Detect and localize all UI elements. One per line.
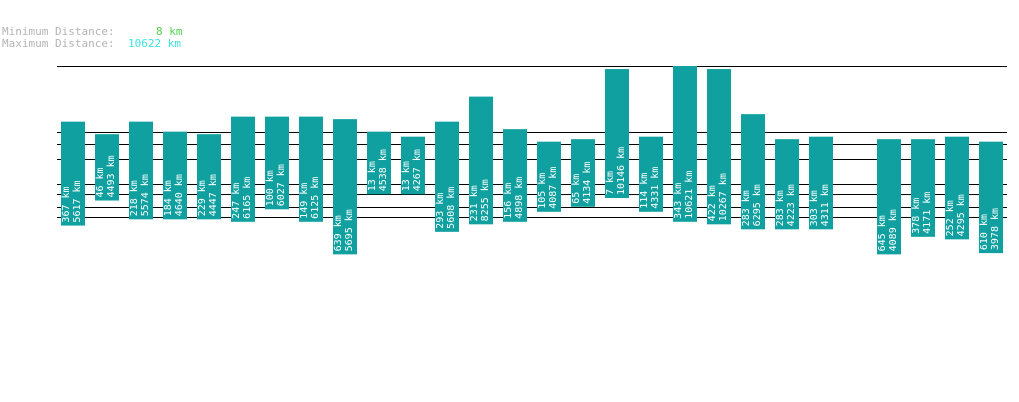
bar (265, 116, 289, 210)
bar-upper-label: 293 km (435, 193, 446, 229)
bar-lower-label: 6165 km (242, 177, 253, 219)
bar-lower-label: 6027 km (276, 164, 287, 206)
bar (775, 139, 799, 230)
bar-lower-label: 4087 km (548, 167, 559, 209)
bar-lower-label: 3978 km (990, 208, 1001, 250)
bar (979, 141, 1003, 254)
bar (333, 119, 357, 255)
bar (809, 136, 833, 230)
bar-upper-label: 114 km (639, 173, 650, 209)
bar-upper-label: 231 km (469, 185, 480, 221)
bar-upper-label: 367 km (61, 186, 72, 222)
bar (197, 134, 221, 220)
bar (61, 121, 85, 226)
bar-upper-label: 13 km (401, 161, 412, 191)
bar-lower-label: 10621 km (684, 171, 695, 219)
bar (163, 131, 187, 220)
bar-upper-label: 149 km (299, 183, 310, 219)
bar-upper-label: 184 km (163, 180, 174, 216)
min-distance-value: 8 km (156, 25, 183, 38)
bar-upper-label: 343 km (673, 183, 684, 219)
bar (469, 96, 493, 225)
bar (503, 129, 527, 222)
bar-lower-label: 5695 km (344, 209, 355, 251)
max-distance-value: 10622 km (128, 37, 181, 50)
bar-upper-label: 156 km (503, 183, 514, 219)
bar-upper-label: 645 km (877, 215, 888, 251)
max-distance-row: Maximum Distance: 10622 km (2, 37, 181, 50)
bar (605, 69, 629, 199)
bar (945, 136, 969, 240)
bar (401, 136, 425, 195)
bar-lower-label: 4171 km (922, 192, 933, 234)
bar-lower-label: 4267 km (412, 149, 423, 191)
bar-upper-label: 7 km (605, 171, 616, 195)
bar-upper-label: 378 km (911, 198, 922, 234)
bar-upper-label: 303 km (809, 190, 820, 226)
bar-lower-label: 6125 km (310, 177, 321, 219)
bar-upper-label: 283 km (741, 190, 752, 226)
bar (537, 141, 561, 212)
bar (299, 116, 323, 222)
bar-lower-label: 4898 km (514, 177, 525, 219)
bar (707, 69, 731, 225)
bar (877, 139, 901, 255)
bar-lower-label: 8255 km (480, 179, 491, 221)
bar-lower-label: 4493 km (106, 155, 117, 197)
bar-lower-label: 4134 km (582, 162, 593, 204)
bar (741, 114, 765, 230)
bar-upper-label: 422 km (707, 185, 718, 221)
bar-upper-label: 252 km (945, 200, 956, 236)
bar-upper-label: 46 km (95, 167, 106, 197)
bar-lower-label: 5617 km (72, 180, 83, 222)
bar-upper-label: 13 km (367, 161, 378, 191)
bar-upper-label: 229 km (197, 180, 208, 216)
bar-lower-label: 4295 km (956, 194, 967, 236)
bar (367, 131, 391, 195)
max-distance-label: Maximum Distance: (2, 37, 115, 50)
bar-upper-label: 65 km (571, 174, 582, 204)
bar-upper-label: 100 km (265, 170, 276, 206)
bar-upper-label: 247 km (231, 183, 242, 219)
bar (129, 121, 153, 220)
bar-upper-label: 283 km (775, 190, 786, 226)
bar (639, 136, 663, 212)
bar (435, 121, 459, 232)
bar-lower-label: 4311 km (820, 184, 831, 226)
bar-lower-label: 4538 km (378, 149, 389, 191)
bar-upper-label: 105 km (537, 173, 548, 209)
bar (673, 66, 697, 222)
bar (911, 139, 935, 237)
bar-upper-label: 639 km (333, 215, 344, 251)
min-distance-label: Minimum Distance: (2, 25, 115, 38)
bar-lower-label: 10267 km (718, 173, 729, 221)
bar-lower-label: 4089 km (888, 209, 899, 251)
bar-lower-label: 5608 km (446, 187, 457, 229)
bar-lower-label: 4223 km (786, 184, 797, 226)
bar (95, 134, 119, 201)
bar (231, 116, 255, 222)
bar-lower-label: 6295 km (752, 184, 763, 226)
bar-lower-label: 5574 km (140, 174, 151, 216)
bar-upper-label: 610 km (979, 214, 990, 250)
bar-lower-label: 4447 km (208, 174, 219, 216)
bar-lower-label: 4331 km (650, 167, 661, 209)
bar-upper-label: 218 km (129, 180, 140, 216)
min-distance-row: Minimum Distance: 8 km (2, 25, 183, 38)
bar-lower-label: 4640 km (174, 174, 185, 216)
bar (571, 139, 595, 207)
bar-lower-label: 10146 km (616, 147, 627, 195)
